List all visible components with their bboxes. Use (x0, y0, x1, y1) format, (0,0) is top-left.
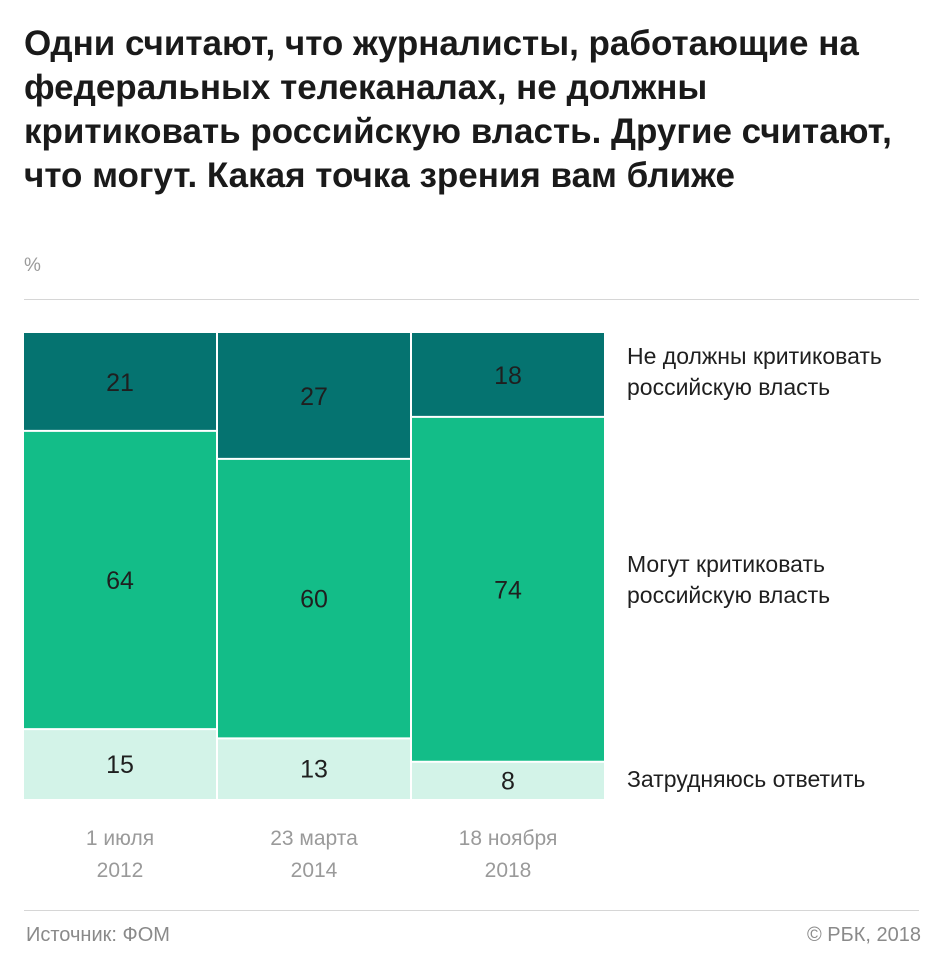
legend-series-2: Могут критиковать российскую власть (627, 549, 937, 611)
legend-series-3-line1: Затрудняюсь ответить (627, 766, 866, 792)
data-label-s3-c2: 13 (300, 756, 328, 784)
category-label-c2-line2: 2014 (291, 859, 338, 882)
category-label-c3-line2: 2018 (485, 859, 532, 882)
data-label-s1-c2: 27 (300, 383, 328, 411)
category-label-c3-line1: 18 ноября (459, 827, 558, 850)
bar-segment-s2-c1 (24, 430, 216, 730)
bar-segment-s2-c3 (412, 416, 604, 762)
bar-segment-s1-c2 (218, 333, 410, 459)
bar-segment-s1-c3 (412, 333, 604, 417)
bar-segment-s1-c1 (24, 333, 216, 431)
bar-segment-s3-c1 (24, 729, 216, 799)
data-label-s2-c2: 60 (300, 586, 328, 614)
top-divider (24, 299, 919, 300)
data-label-s2-c1: 64 (106, 567, 134, 595)
data-label-s1-c1: 21 (106, 369, 134, 397)
bar-segment-s3-c2 (218, 738, 410, 799)
bottom-divider (24, 910, 919, 911)
data-label-s2-c3: 74 (494, 576, 522, 604)
legend-series-1: Не должны критиковать российскую власть (627, 341, 937, 403)
legend-series-1-line1: Не должны критиковать (627, 343, 882, 369)
unit-label: % (24, 255, 41, 276)
category-label-c2-line1: 23 марта (270, 827, 358, 850)
category-label-c1-line1: 1 июля (86, 827, 154, 850)
legend-series-2-line1: Могут критиковать (627, 551, 825, 577)
bar-segment-s2-c2 (218, 458, 410, 739)
bar-segment-s3-c3 (412, 761, 604, 799)
source-note: Источник: ФОМ (26, 924, 170, 946)
data-label-s1-c3: 18 (494, 362, 522, 390)
category-label-c1-line2: 2012 (97, 859, 144, 882)
legend-series-3: Затрудняюсь ответить (627, 764, 937, 795)
legend-series-1-line2: российскую власть (627, 374, 831, 400)
data-label-s3-c3: 8 (501, 767, 515, 795)
copyright-note: © РБК, 2018 (806, 924, 921, 946)
chart-title: Одни считают, что журналисты, работающие… (24, 24, 892, 195)
legend-series-2-line2: российскую власть (627, 582, 831, 608)
data-label-s3-c1: 15 (106, 751, 134, 779)
